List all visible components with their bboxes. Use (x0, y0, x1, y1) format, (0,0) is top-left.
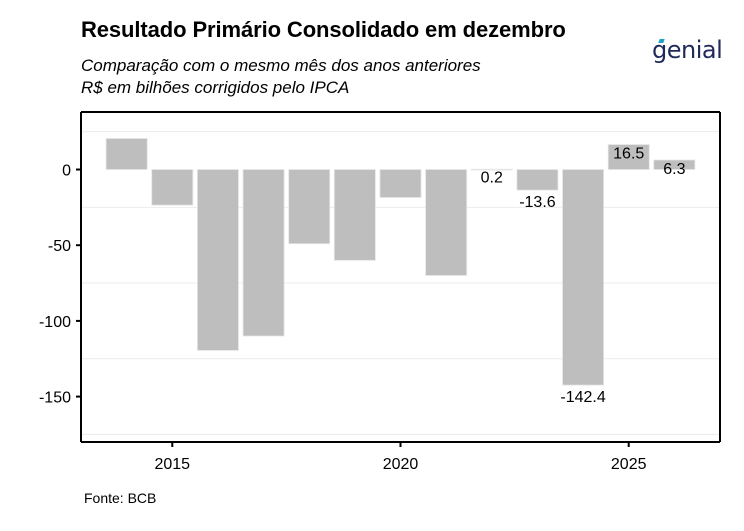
chart-subtitle: Comparação com o mesmo mês dos anos ante… (81, 56, 481, 75)
axes: 0 -50 -100 -150 2015 2020 2025 (39, 111, 721, 473)
y-tick-label: -150 (39, 390, 71, 407)
chart-subtitle-units: R$ em bilhões corrigidos pelo IPCA (81, 78, 350, 97)
bar-2016 (196, 169, 239, 351)
bar-2022 (470, 168, 513, 171)
data-label-2024: -142.4 (560, 389, 605, 406)
bar-2018 (288, 169, 331, 245)
genial-logo-icon: genial (652, 36, 723, 64)
bar-2014 (105, 138, 148, 170)
bar-2020 (379, 169, 422, 198)
data-labels: 0.2 -13.6 -142.4 16.5 6.3 (481, 146, 686, 407)
x-tick-label: 2025 (611, 456, 647, 473)
data-label-2026: 6.3 (663, 161, 685, 178)
chart-title: Resultado Primário Consolidado em dezemb… (81, 17, 566, 42)
bar-2017 (242, 169, 285, 337)
x-tick-label: 2020 (383, 456, 419, 473)
bar-2015 (151, 169, 194, 206)
x-tick-label: 2015 (154, 456, 190, 473)
y-tick-label: -100 (39, 314, 71, 331)
grid-layer (81, 131, 720, 435)
bar-2021 (425, 169, 468, 276)
data-label-2025: 16.5 (613, 146, 644, 163)
bar-2026 (653, 159, 696, 170)
y-tick-label: 0 (62, 163, 71, 180)
data-label-2023: -13.6 (519, 194, 556, 211)
bar-2025 (607, 144, 650, 170)
y-tick-label: -50 (48, 238, 71, 255)
bars (105, 138, 696, 386)
bar-2019 (333, 169, 376, 261)
source-note: Fonte: BCB (84, 490, 157, 506)
bar-2023 (516, 169, 559, 191)
data-label-2022: 0.2 (481, 170, 503, 187)
bar-2024 (562, 169, 605, 386)
